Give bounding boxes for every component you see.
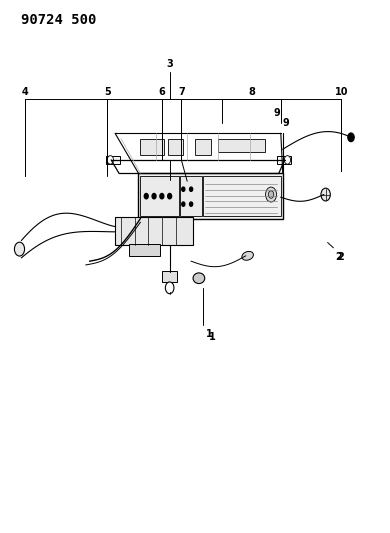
Text: 8: 8 (248, 87, 255, 97)
Ellipse shape (193, 273, 205, 284)
Circle shape (321, 188, 330, 201)
Circle shape (165, 282, 174, 294)
Bar (162, 271, 177, 282)
Text: 3: 3 (166, 59, 173, 69)
Circle shape (348, 133, 354, 142)
Bar (180, 176, 202, 216)
Text: 6: 6 (158, 87, 165, 97)
Bar (140, 139, 164, 155)
Text: 2: 2 (337, 252, 344, 262)
Circle shape (268, 191, 274, 198)
Circle shape (144, 193, 148, 199)
Text: 5: 5 (104, 87, 111, 97)
Bar (168, 139, 183, 155)
Text: 4: 4 (22, 87, 29, 97)
Bar (115, 217, 193, 245)
Circle shape (182, 202, 185, 206)
Circle shape (284, 156, 291, 164)
Circle shape (266, 187, 277, 202)
Circle shape (168, 193, 172, 199)
Bar (218, 139, 265, 152)
Text: 10: 10 (335, 87, 348, 97)
Bar (106, 156, 120, 164)
Circle shape (160, 193, 164, 199)
Text: 2: 2 (335, 252, 342, 262)
Ellipse shape (242, 252, 254, 260)
Bar (203, 176, 281, 216)
Circle shape (14, 242, 25, 256)
Text: 1: 1 (206, 329, 212, 339)
Bar (138, 173, 283, 219)
Text: 90724 500: 90724 500 (21, 13, 97, 27)
Bar (277, 156, 291, 164)
Circle shape (190, 202, 193, 206)
Circle shape (107, 156, 113, 164)
Bar (195, 139, 211, 155)
Circle shape (182, 187, 185, 191)
Text: 9: 9 (283, 118, 289, 128)
Circle shape (152, 193, 156, 199)
Bar (129, 244, 160, 256)
Text: 1: 1 (209, 332, 215, 342)
Bar (140, 176, 179, 216)
Circle shape (190, 187, 193, 191)
Text: 7: 7 (178, 87, 185, 97)
Text: 9: 9 (273, 108, 280, 118)
